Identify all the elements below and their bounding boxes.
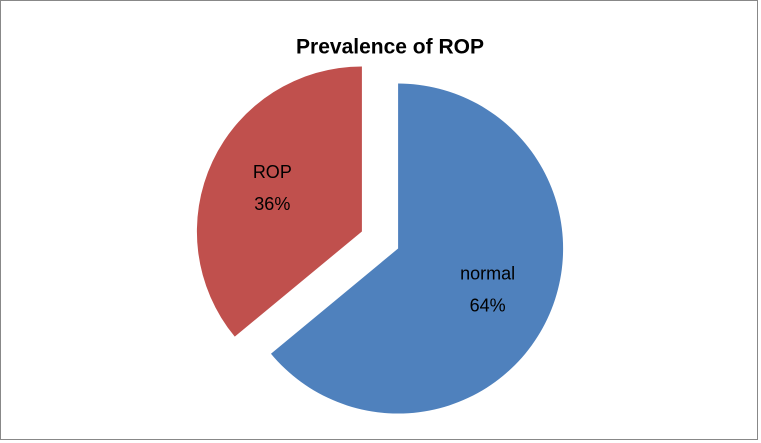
slice-value-label: 36%	[254, 194, 290, 214]
slice-value-label: 64%	[470, 295, 506, 315]
slice-label: normal	[460, 263, 515, 283]
chart-title: Prevalence of ROP	[296, 36, 484, 59]
slice-label: ROP	[253, 162, 292, 182]
pie-slice	[196, 66, 362, 337]
pie-slice	[270, 83, 564, 414]
